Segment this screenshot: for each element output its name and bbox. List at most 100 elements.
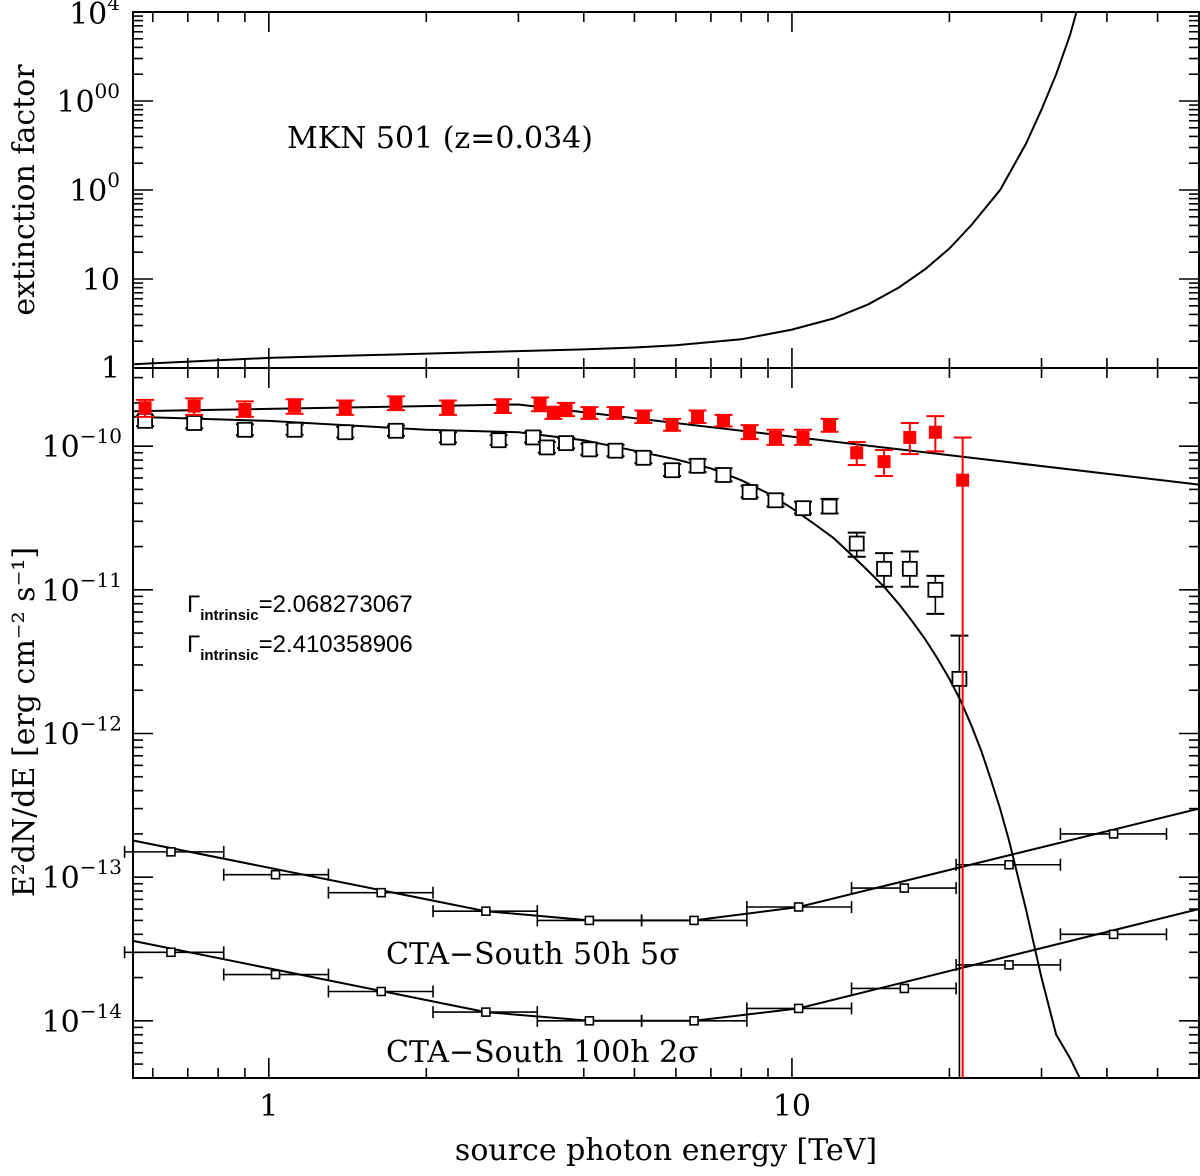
cta-100h-point (793, 1003, 804, 1014)
intrinsic-point (743, 425, 757, 439)
top-y-tick-label: 1000 (56, 79, 120, 120)
bottom-y-tick-label: 10−13 (42, 855, 122, 896)
observed-point (607, 442, 624, 459)
cta-100h-point (481, 1007, 491, 1017)
observed-point (795, 500, 811, 517)
cta-100h-point (1004, 960, 1014, 970)
cta-50h-point (1108, 829, 1119, 839)
top-ticks (133, 11, 1199, 369)
observed-point (715, 467, 732, 483)
observed-point (337, 424, 354, 441)
intrinsic-point (717, 414, 731, 428)
bottom-y-tick-label-base: 10 (42, 430, 80, 465)
top-curves (132, 11, 1078, 366)
cta-50h-point (166, 847, 176, 857)
bottom-points (123, 395, 1168, 1078)
bottom-y-tick-label-exponent: −13 (80, 855, 122, 879)
observed-point (767, 492, 784, 509)
intrinsic-point (238, 402, 252, 416)
gamma-1-value: =2.068273067 (259, 591, 413, 618)
cta-100h-point (166, 947, 176, 958)
cta-100h-point (584, 1016, 595, 1026)
cta-50h-point (481, 906, 491, 916)
observed-point (186, 415, 203, 431)
observed-point (581, 441, 598, 458)
extinction-curve (132, 11, 1078, 366)
cta-100h-label: CTA−South 100h 2σ (386, 1035, 699, 1070)
intrinsic-point (691, 410, 705, 424)
gamma-annotation-1: Γintrinsic=2.068273067 (187, 591, 413, 624)
gamma-2-symbol: Γ (187, 631, 200, 658)
top-y-axis-label: extinction factor (7, 64, 42, 316)
observed-point (901, 560, 918, 577)
cta-100h-point (689, 1016, 699, 1026)
intrinsic-point (559, 402, 573, 416)
bottom-curves (132, 403, 1200, 1079)
x-axis-label: source photon energy [TeV] (455, 1133, 877, 1168)
cta-50h-point (270, 869, 281, 880)
x-tick-label: 10 (773, 1089, 811, 1124)
observed-point (440, 429, 456, 446)
gamma-annotation-2: Γintrinsic=2.410358906 (187, 631, 413, 664)
top-panel-frame (132, 11, 1200, 369)
observed-point (236, 421, 253, 438)
cta-50h-point (793, 902, 804, 912)
observed-point (525, 429, 541, 446)
intrinsic-point (796, 430, 810, 444)
intrinsic-point (389, 396, 403, 410)
top-y-tick-label: 1 (101, 351, 120, 386)
intrinsic-fit-line (132, 403, 1200, 486)
gamma-2-value: =2.410358906 (259, 631, 413, 658)
bottom-y-tick-label-exponent: −11 (80, 568, 122, 592)
cta-100h-point (376, 986, 387, 997)
bottom-y-tick-label: 10−11 (42, 568, 122, 609)
top-y-tick-label-exponent: 0 (107, 168, 120, 192)
cta-50h-point (376, 887, 387, 898)
intrinsic-point (138, 401, 152, 415)
intrinsic-point (609, 406, 623, 420)
top-y-tick-label: 100 (69, 168, 120, 209)
top-y-tick-label-exponent: 00 (95, 79, 120, 103)
bottom-y-tick-label-base: 10 (42, 574, 80, 609)
intrinsic-point (546, 406, 560, 420)
cta-100h-point (270, 969, 281, 980)
intrinsic-point (288, 399, 302, 413)
cta-50h-point (689, 915, 699, 926)
observed-point (538, 439, 555, 456)
intrinsic-point (956, 473, 970, 487)
observed-point (635, 449, 652, 466)
bottom-y-tick-label: 10−12 (42, 711, 122, 752)
intrinsic-point (928, 425, 942, 439)
gamma-1-subscript: intrinsic (200, 607, 258, 624)
observed-point (490, 432, 507, 449)
cta-100h-point (1108, 929, 1119, 940)
intrinsic-point (823, 418, 837, 432)
observed-point (821, 498, 838, 515)
bottom-y-tick-label-base: 10 (42, 1005, 80, 1040)
top-y-tick-label-base: 10 (69, 0, 107, 32)
cta-50h-point (899, 883, 910, 893)
bottom-y-tick-label: 10−14 (42, 999, 122, 1040)
intrinsic-point (850, 446, 864, 460)
bottom-y-tick-label: 10−10 (42, 424, 122, 465)
cta-50h-label: CTA−South 50h 5σ (386, 937, 680, 972)
bottom-ticks (133, 368, 1199, 1078)
observed-point (388, 422, 404, 439)
observed-point (286, 421, 303, 438)
observed-point (951, 670, 968, 687)
bottom-y-tick-label-exponent: −10 (80, 424, 122, 448)
top-y-tick-label-exponent: 4 (107, 0, 120, 15)
cta-50h-point (584, 915, 595, 926)
observed-point (664, 462, 680, 479)
cta-50h-point (1004, 859, 1014, 870)
observed-point (558, 435, 574, 452)
source-title: MKN 501 (z=0.034) (287, 121, 593, 156)
intrinsic-point (582, 406, 596, 420)
cta-100h-point (899, 983, 910, 994)
observed-point (741, 484, 758, 500)
intrinsic-point (496, 399, 510, 413)
